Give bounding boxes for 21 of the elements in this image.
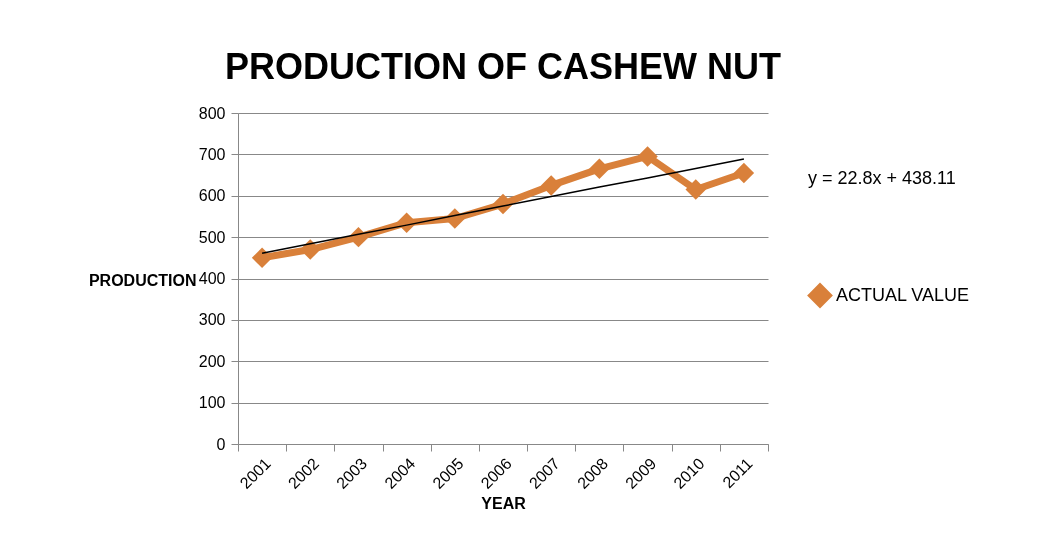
y-tick-label: 300: [198, 311, 226, 329]
y-axis-title: PRODUCTION: [88, 272, 197, 289]
y-tick-label: 500: [198, 228, 226, 246]
text: y = 22.8x + 438.11: [808, 168, 956, 188]
y-tick-label: 100: [198, 394, 226, 412]
x-axis-title: YEAR: [481, 494, 527, 512]
point: [637, 146, 658, 167]
point: [589, 158, 610, 180]
y-tick-label: 0: [216, 435, 226, 453]
y-tick-label: 700: [198, 145, 226, 163]
y-tick-label: 800: [198, 104, 226, 122]
point: [685, 179, 706, 200]
point: [733, 162, 755, 184]
y-tick-label: 200: [198, 352, 226, 370]
y-tick-label: 600: [198, 187, 226, 205]
point: [540, 175, 562, 196]
legend-label: ACTUAL VALUE: [836, 284, 970, 305]
chart-title: PRODUCTION OF CASHEW NUT: [225, 46, 781, 87]
y-tick-label: 400: [198, 270, 226, 287]
point: [300, 239, 321, 260]
point: [251, 247, 273, 269]
